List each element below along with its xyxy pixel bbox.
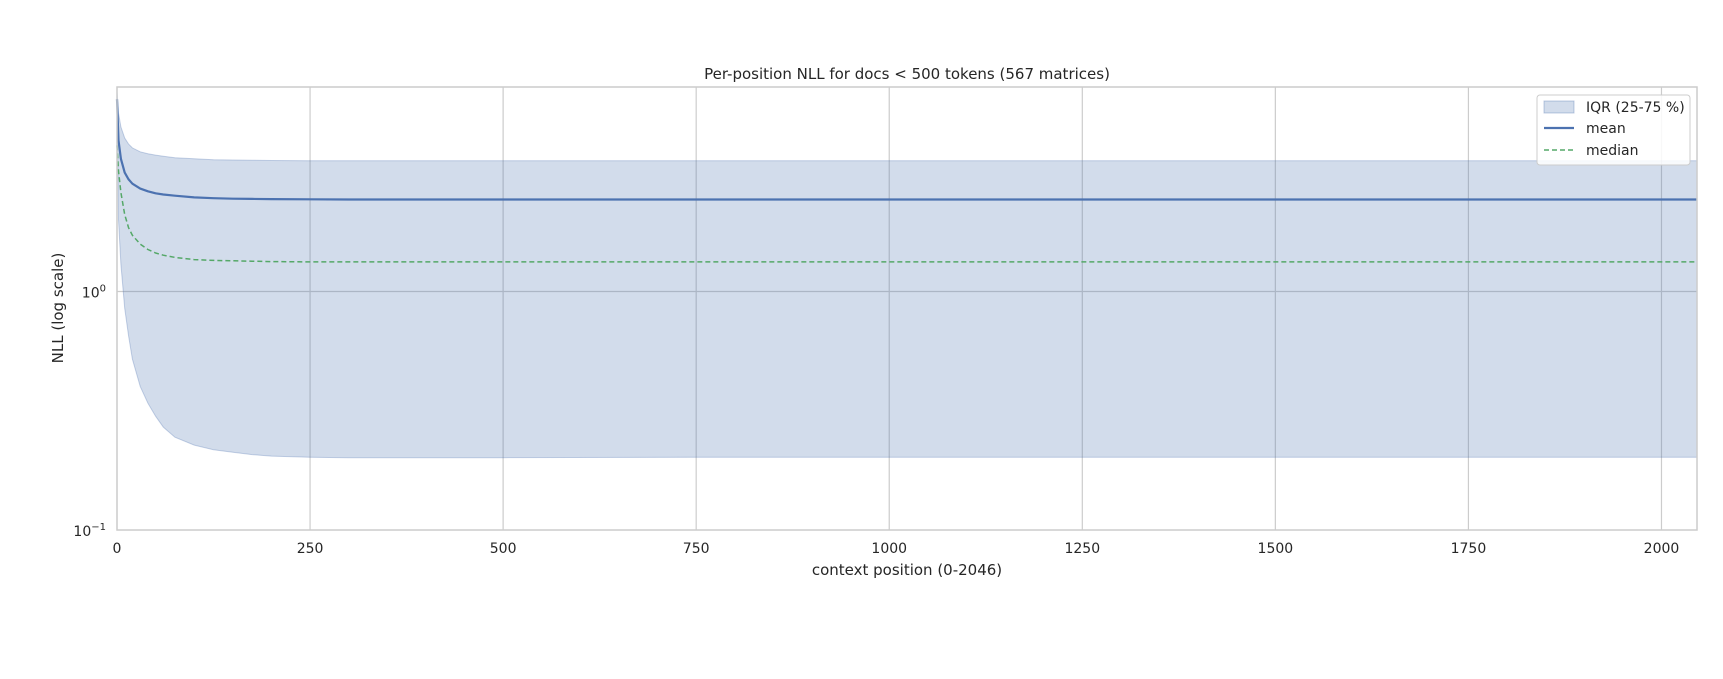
line-mean [115,99,1697,201]
x-tick-label-0: 0 [113,541,122,557]
iqr-band-layer [116,91,1698,459]
chart-title: Per-position NLL for docs < 500 tokens (… [704,65,1110,83]
x-axis-label: context position (0-2046) [812,561,1002,579]
x-tick-label-1: 250 [297,541,324,557]
x-tick-label-3: 750 [683,541,710,557]
legend-swatch-iqr [1543,100,1575,114]
y-tick-label-0: 10−1 [73,522,106,540]
x-tick-label-8: 2000 [1644,541,1680,557]
line-median [116,145,1697,263]
legend-frame [1536,94,1691,166]
legend: IQR (25-75 %) mean median [1536,94,1691,166]
y-tick-labels: 10−1 100 [73,283,106,540]
x-tick-labels: 0 250 500 750 1000 1250 1500 1750 2000 [113,541,1680,557]
x-tick-label-2: 500 [490,541,517,557]
x-tick-label-4: 1000 [871,541,907,557]
x-tick-label-6: 1500 [1258,541,1294,557]
grid [117,87,1697,530]
x-tick-label-7: 1750 [1451,541,1487,557]
series-lines [115,99,1697,263]
legend-label-iqr: IQR (25-75 %) [1586,100,1685,116]
plot-frame [116,86,1698,531]
legend-label-median: median [1586,143,1638,159]
x-tick-label-5: 1250 [1064,541,1100,557]
y-axis-label: NLL (log scale) [49,253,67,364]
y-tick-label-1: 100 [82,283,106,301]
band-iqr-25-75 [116,91,1698,459]
legend-label-mean: mean [1586,121,1626,137]
